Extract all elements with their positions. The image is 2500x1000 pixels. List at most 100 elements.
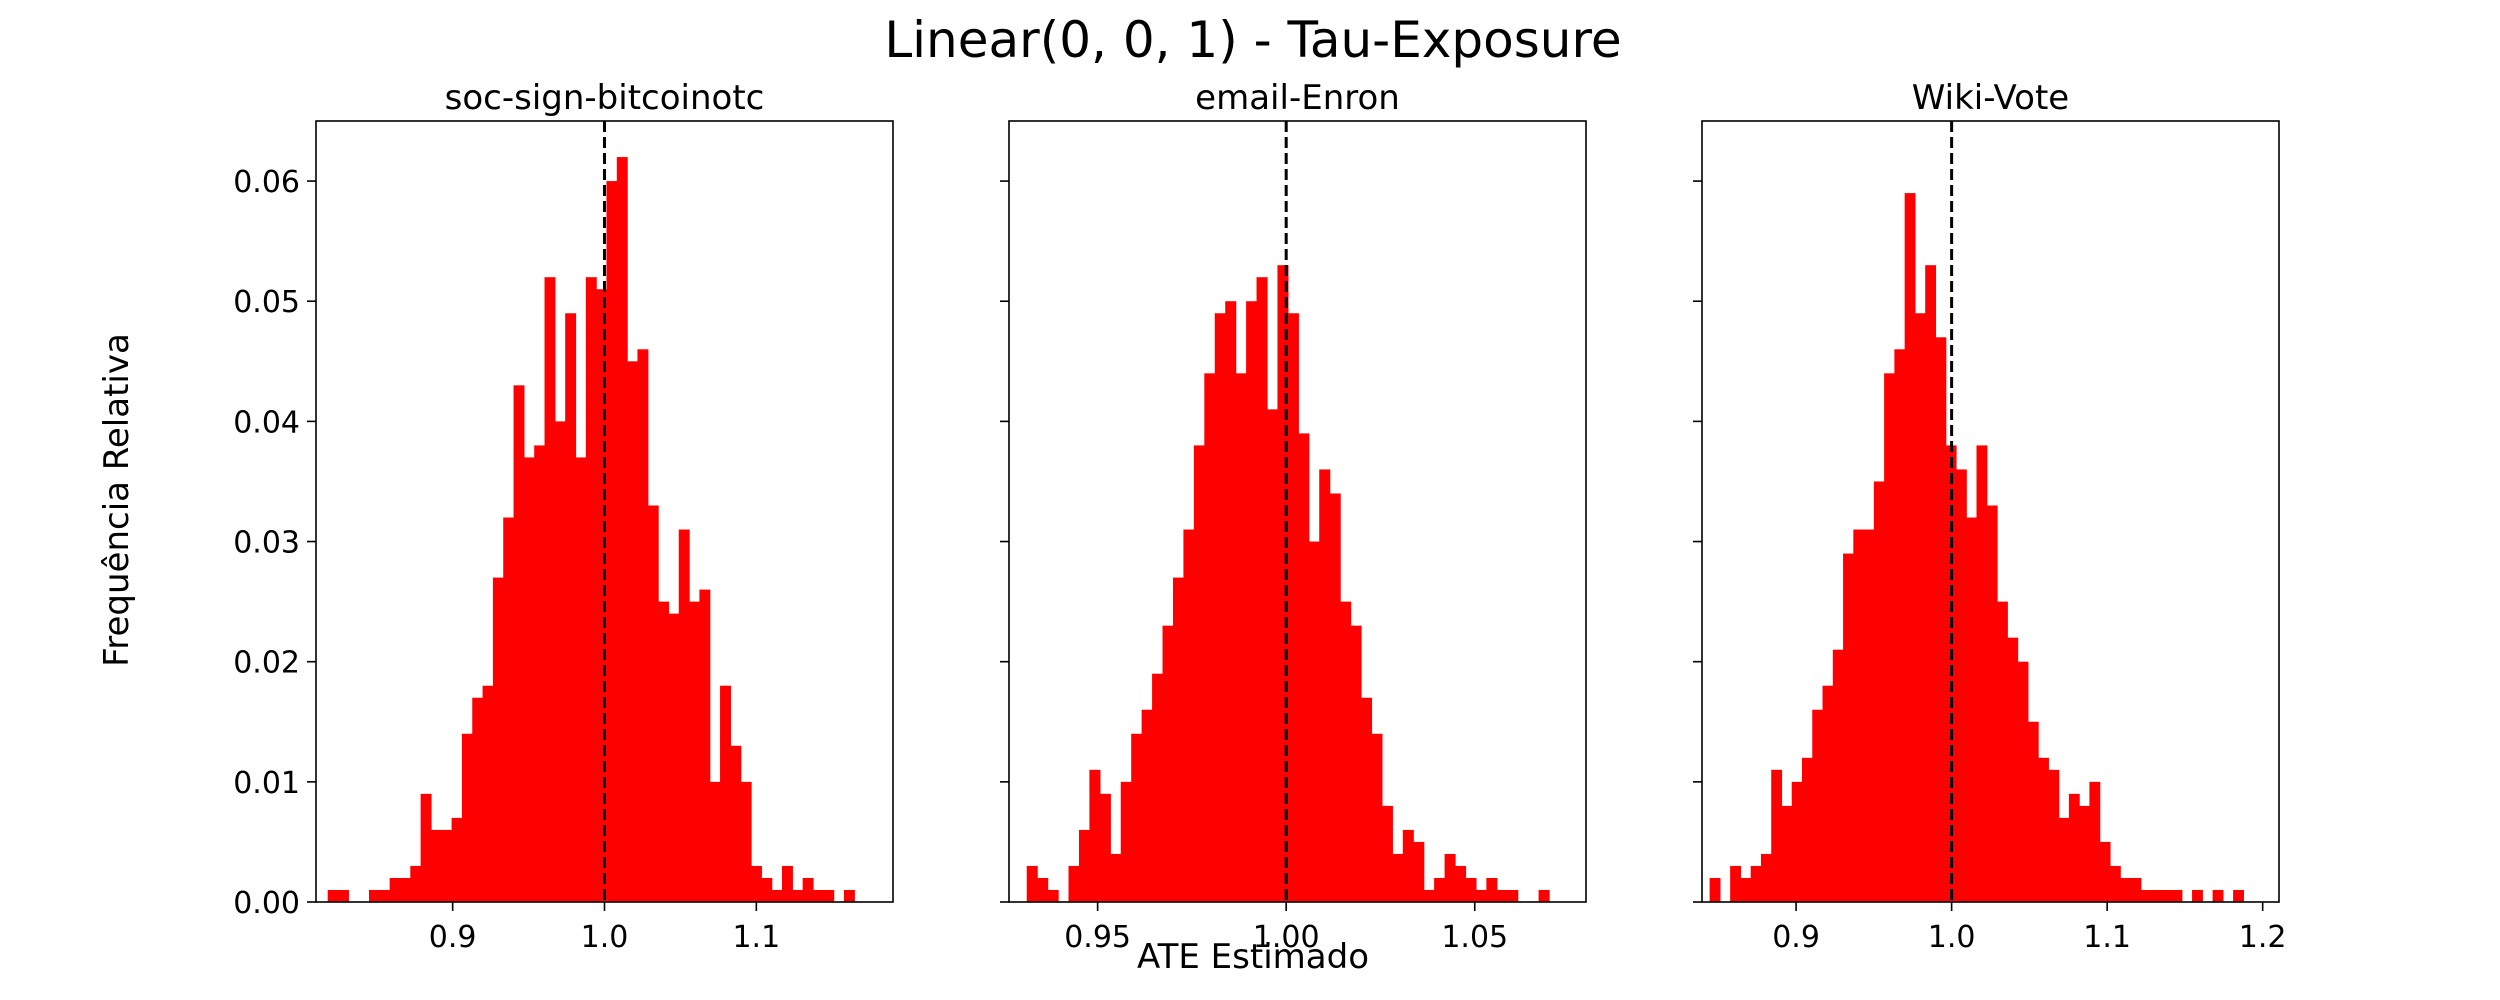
histogram-bar xyxy=(1455,865,1467,902)
bars xyxy=(1709,193,2244,903)
histogram-bar xyxy=(1832,649,1844,902)
histogram-bar xyxy=(513,385,525,903)
x-axis-label: ATE Estimado xyxy=(1137,937,1369,977)
histogram-bar xyxy=(1193,445,1205,902)
histogram-bar xyxy=(1204,373,1216,902)
histogram-bar xyxy=(1037,877,1049,902)
histogram-bar xyxy=(1465,877,1477,902)
x-tick-label: 1.0 xyxy=(1928,920,1976,955)
y-tick-label: 0.06 xyxy=(233,165,300,200)
histogram-bar xyxy=(761,877,773,902)
histogram-bar xyxy=(1812,709,1824,902)
histogram-bar xyxy=(730,745,742,902)
histogram-bar xyxy=(523,457,535,902)
histogram-bar xyxy=(1955,469,1967,902)
histogram-bar xyxy=(2120,877,2132,902)
histogram-bar xyxy=(472,697,484,902)
plot-frame xyxy=(1701,120,2280,903)
histogram-bar xyxy=(1131,733,1143,902)
histogram-bar xyxy=(1791,781,1803,902)
histogram-bar xyxy=(338,889,349,902)
histogram-bar xyxy=(2068,793,2080,902)
histogram-bar xyxy=(1496,889,1508,902)
histogram-bar xyxy=(740,781,752,902)
x-tick-label: 0.95 xyxy=(1064,920,1131,955)
histogram-bar xyxy=(2212,889,2224,902)
histogram-bar xyxy=(1329,493,1341,902)
histogram-bar xyxy=(399,877,411,902)
histogram-bar xyxy=(2089,781,2101,902)
histogram-bar xyxy=(802,877,814,902)
x-tick-label: 1.1 xyxy=(732,920,780,955)
histogram-bar xyxy=(1089,769,1101,902)
histogram-bar xyxy=(1507,889,1519,902)
histogram-bar xyxy=(1771,769,1783,902)
histogram-bar xyxy=(637,349,649,902)
histogram-bar xyxy=(1319,469,1331,902)
histogram-bar xyxy=(843,889,855,902)
histogram-bar xyxy=(1225,301,1237,903)
plot-frame xyxy=(1008,120,1587,903)
histogram-bar xyxy=(2140,889,2152,902)
histogram-bar xyxy=(1802,757,1813,902)
histogram-bar xyxy=(812,889,824,902)
histogram-bar xyxy=(482,685,494,902)
histogram-bar xyxy=(1486,877,1498,902)
histogram-bar xyxy=(1068,865,1080,902)
histogram-bar xyxy=(1925,265,1937,902)
histogram-bar xyxy=(1760,853,1772,902)
histogram-bar xyxy=(1730,865,1742,902)
histogram-bar xyxy=(410,865,422,902)
y-tick-label: 0.04 xyxy=(233,405,300,440)
histogram-bar xyxy=(709,781,721,902)
histogram-bar xyxy=(534,445,546,902)
histogram-panel-3: 0.9 1.0 1.1 1.2 Wiki-Vote xyxy=(1693,78,2287,955)
histogram-bar xyxy=(2192,889,2203,902)
histogram-bar xyxy=(1966,517,1978,902)
histogram-bar xyxy=(1538,889,1550,902)
histogram-bar xyxy=(2130,877,2142,902)
histogram-bar xyxy=(1935,337,1947,902)
histogram-bar xyxy=(751,865,762,902)
histogram-bar xyxy=(430,829,442,902)
histogram-bar xyxy=(2233,889,2244,902)
histogram-bar xyxy=(1277,265,1289,902)
bars xyxy=(1026,265,1550,903)
x-tick-label: 0.9 xyxy=(429,920,477,955)
histogram-bar xyxy=(1078,829,1091,902)
histogram-bar xyxy=(1853,529,1865,902)
histogram-bar xyxy=(1266,409,1279,902)
histogram-bar xyxy=(1298,433,1310,902)
histogram-bar xyxy=(2038,757,2049,902)
histogram-bar xyxy=(1822,685,1834,902)
histogram-bar xyxy=(1183,529,1195,902)
histogram-bar xyxy=(720,685,731,902)
histogram-bar xyxy=(2007,637,2019,902)
y-tick-label: 0.03 xyxy=(233,526,300,561)
histogram-bar xyxy=(1894,349,1906,902)
histogram-bar xyxy=(2027,721,2039,902)
histogram-bar xyxy=(1152,673,1164,902)
histogram-bar xyxy=(492,577,504,902)
histogram-bar xyxy=(1740,877,1752,902)
histogram-bar xyxy=(2048,769,2060,902)
x-tick-label: 1.00 xyxy=(1253,920,1320,955)
bars xyxy=(327,157,855,903)
histogram-bar xyxy=(1162,625,1174,902)
histogram-bar xyxy=(1434,877,1446,902)
histogram-bar xyxy=(1976,445,1988,902)
histogram-bar xyxy=(1904,193,1916,903)
histogram-bar xyxy=(1350,625,1362,902)
histogram-bar xyxy=(1110,853,1122,902)
histogram-bar xyxy=(1026,865,1038,902)
histogram-bar xyxy=(503,517,515,902)
histogram-bar xyxy=(689,601,701,902)
panel-title: email-Enron xyxy=(1195,78,1400,118)
x-tick-label: 0.9 xyxy=(1772,920,1820,955)
histogram-bar xyxy=(1475,889,1487,902)
histogram-bar xyxy=(1256,277,1268,902)
histogram-bar xyxy=(2171,889,2183,902)
y-tick-label: 0.05 xyxy=(233,285,300,320)
histogram-bar xyxy=(544,277,556,902)
